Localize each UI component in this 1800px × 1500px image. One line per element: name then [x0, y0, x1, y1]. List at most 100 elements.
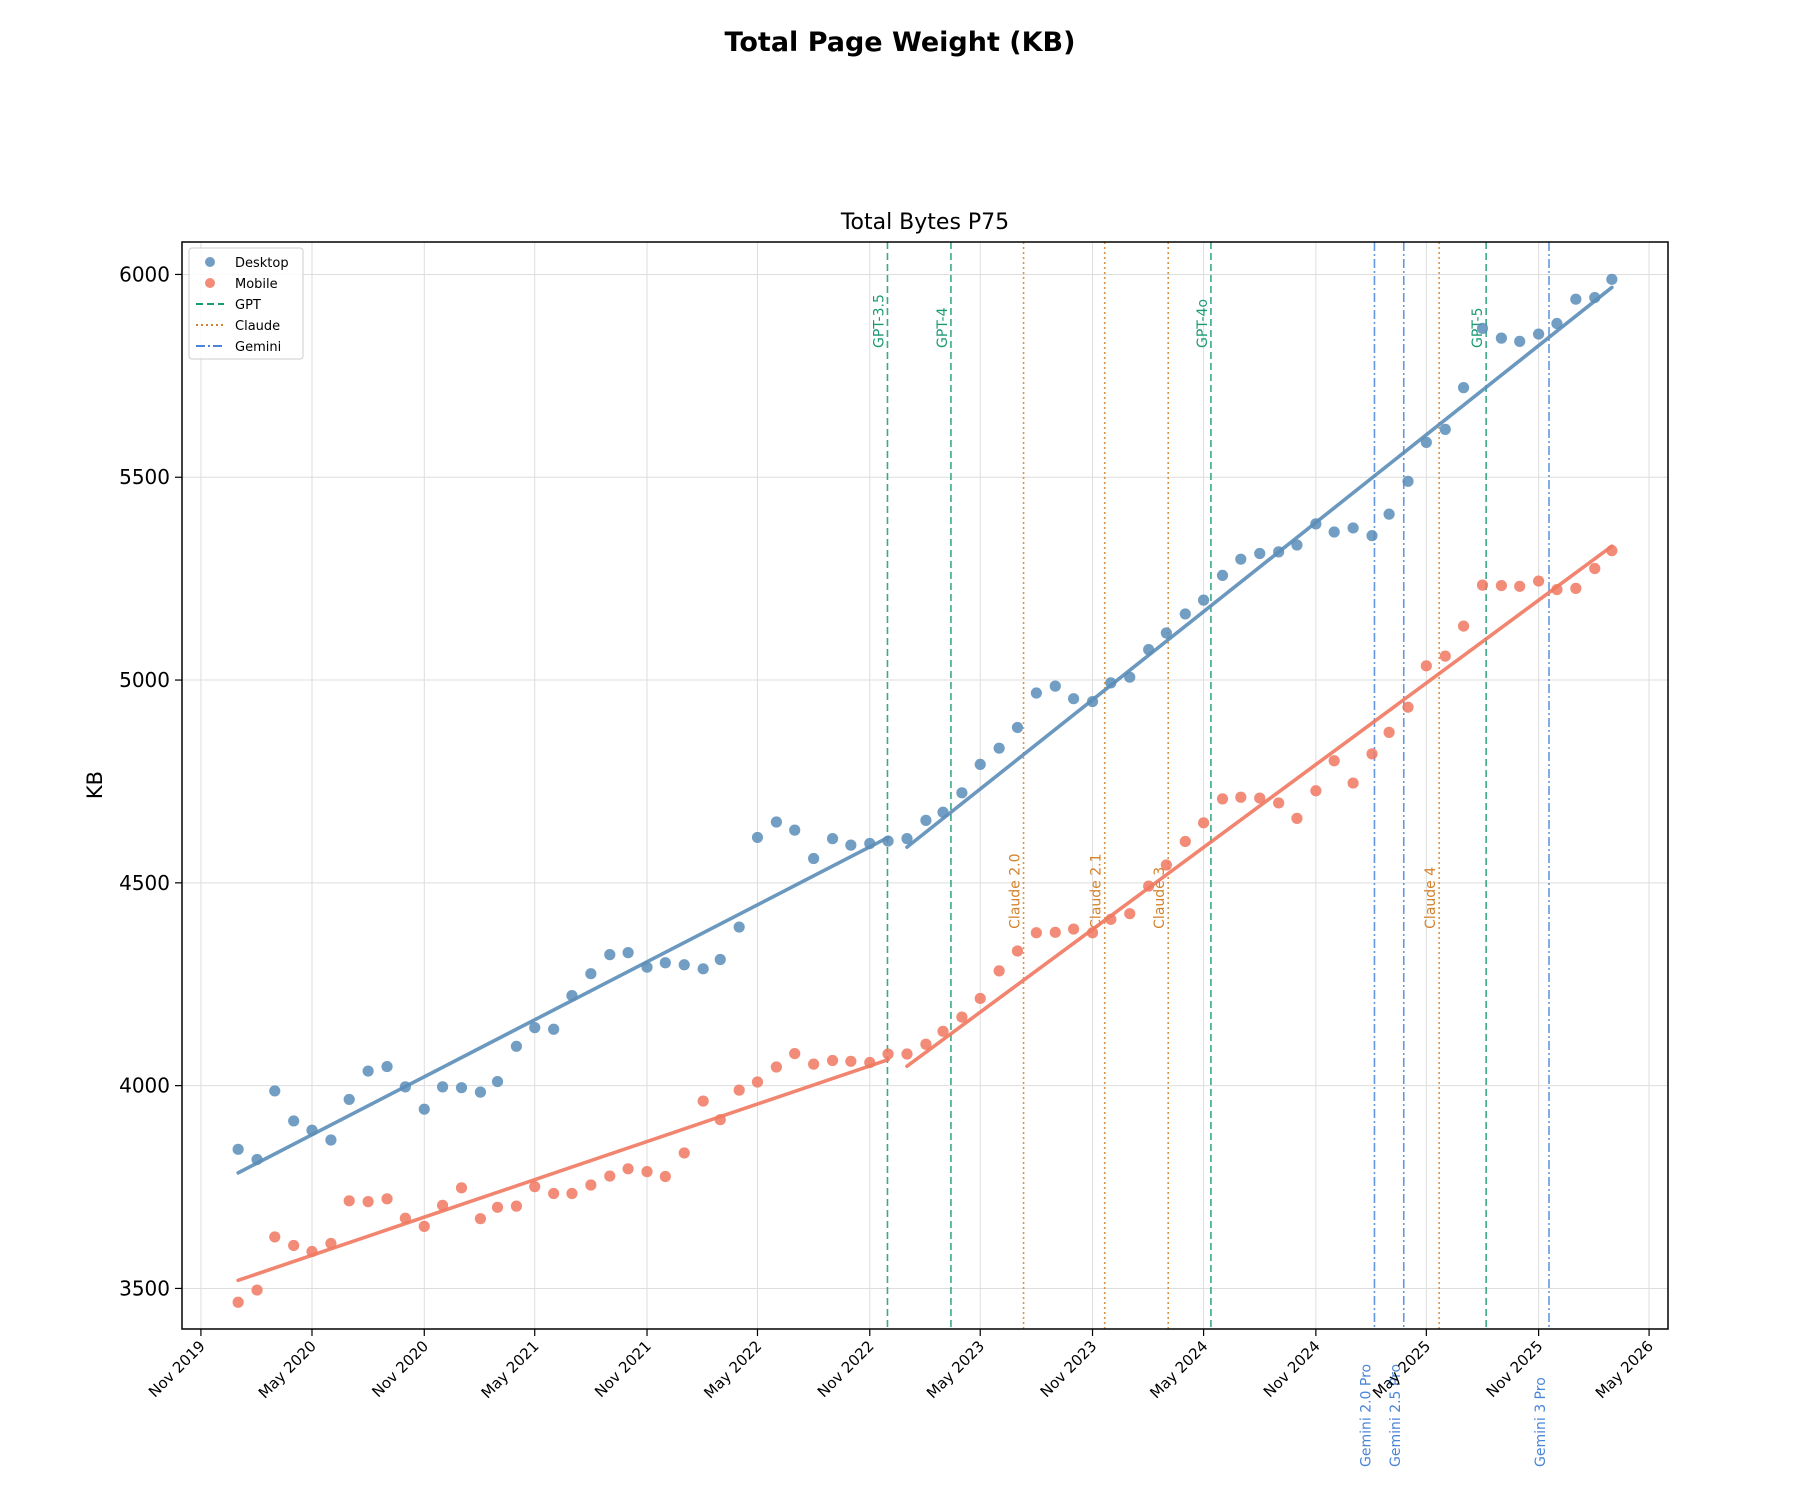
mobile-point [232, 1296, 244, 1308]
x-tick-label: Nov 2021 [591, 1337, 655, 1401]
desktop-point [733, 921, 745, 933]
mobile-point [993, 965, 1005, 977]
legend-label-gemini: Gemini [235, 340, 281, 355]
desktop-point [678, 959, 690, 971]
mobile-point [714, 1114, 726, 1126]
desktop-point [1068, 693, 1080, 705]
desktop-point [1216, 569, 1229, 582]
desktop-point [1011, 721, 1024, 734]
mobile-point [641, 1166, 653, 1178]
mobile-point [1143, 880, 1155, 892]
gemini-2-5-pro-release-label: Gemini 2.5 Pro [1388, 1364, 1404, 1467]
mobile-point [751, 1076, 764, 1088]
mobile-point [1254, 792, 1266, 804]
mobile-point [251, 1284, 263, 1296]
mobile-point [770, 1061, 783, 1073]
desktop-point [1551, 317, 1563, 330]
desktop-point [1235, 553, 1247, 565]
desktop-point [845, 839, 857, 851]
legend: Desktop Mobile GPT Claude Gemini [188, 247, 304, 360]
mobile-point [1514, 580, 1526, 592]
mobile-point [1476, 579, 1489, 591]
desktop-point [1476, 322, 1489, 334]
desktop-point [381, 1060, 393, 1073]
mobile-point [622, 1163, 634, 1175]
x-tick-label: Nov 2019 [145, 1337, 209, 1401]
mobile-point [1124, 908, 1136, 920]
mobile-point [659, 1170, 671, 1183]
desktop-point [343, 1093, 355, 1106]
mobile-trend-line [905, 544, 1614, 1068]
mobile-point [956, 1011, 968, 1023]
mobile-point [455, 1182, 468, 1194]
data-points [232, 273, 1618, 1308]
desktop-point [269, 1085, 281, 1097]
gpt-4-release-label: GPT-4 [935, 307, 951, 348]
desktop-point [1514, 335, 1526, 347]
mobile-point [399, 1212, 411, 1224]
mobile-point [1589, 562, 1601, 575]
desktop-point [1402, 475, 1414, 487]
desktop-point [510, 1040, 523, 1052]
desktop-point [1179, 608, 1191, 620]
gpt-3-5-release-label: GPT-3.5 [871, 294, 887, 348]
x-tick-label: May 2020 [255, 1337, 320, 1402]
mobile-point [974, 992, 986, 1005]
mobile-point [1383, 726, 1395, 738]
x-tick-label: May 2024 [1146, 1337, 1211, 1402]
desktop-point [1086, 695, 1099, 708]
mobile-point [381, 1193, 393, 1205]
desktop-point [1291, 539, 1303, 551]
mobile-point [1235, 791, 1247, 803]
claude-4-release-label: Claude 4 [1423, 867, 1439, 929]
mobile-point [604, 1170, 616, 1182]
y-tick-label: 3500 [119, 1276, 170, 1300]
mobile-point [1439, 650, 1451, 662]
mobile-point [901, 1048, 913, 1060]
gemini-2-0-pro-release-label: Gemini 2.0 Pro [1358, 1364, 1374, 1467]
mobile-point [1570, 582, 1582, 594]
mobile-point [882, 1048, 894, 1060]
desktop-point [1570, 293, 1582, 305]
mobile-point [1160, 859, 1172, 871]
mobile-trend-line [236, 1057, 890, 1283]
mobile-point [491, 1201, 504, 1213]
grid [182, 242, 1668, 1329]
legend-marker-mobile [205, 278, 215, 288]
mobile-point [566, 1187, 578, 1200]
desktop-trend-line [236, 835, 890, 1175]
desktop-point [455, 1082, 468, 1094]
mobile-point [1105, 913, 1117, 925]
legend-box [188, 247, 304, 360]
desktop-point [288, 1115, 300, 1127]
desktop-point [937, 806, 949, 818]
mobile-point [474, 1213, 487, 1225]
claude-2-0-release-label: Claude 2.0 [1008, 853, 1024, 928]
mobile-point [529, 1181, 541, 1193]
mobile-point [1495, 579, 1507, 592]
desktop-point [770, 816, 783, 828]
desktop-point [491, 1075, 504, 1088]
desktop-point [901, 833, 913, 845]
desktop-point [1310, 518, 1322, 530]
desktop-point [714, 953, 726, 966]
mobile-point [306, 1245, 318, 1258]
mobile-point [845, 1055, 857, 1067]
gpt-4o-release-label: GPT-4o [1195, 299, 1211, 348]
desktop-point [826, 833, 839, 845]
mobile-point [269, 1231, 281, 1243]
chart-title: Total Bytes P75 [840, 210, 1009, 235]
mobile-point [1606, 545, 1618, 557]
mobile-point [1366, 748, 1378, 760]
mobile-point [1310, 785, 1322, 797]
mobile-point [325, 1237, 337, 1250]
desktop-point [1606, 273, 1618, 285]
mobile-point [1291, 812, 1303, 824]
mobile-point [548, 1187, 560, 1200]
desktop-point [436, 1081, 449, 1093]
mobile-point [436, 1199, 449, 1211]
mobile-point [288, 1239, 300, 1252]
y-tick-label: 4500 [119, 871, 170, 895]
desktop-point [399, 1081, 411, 1093]
